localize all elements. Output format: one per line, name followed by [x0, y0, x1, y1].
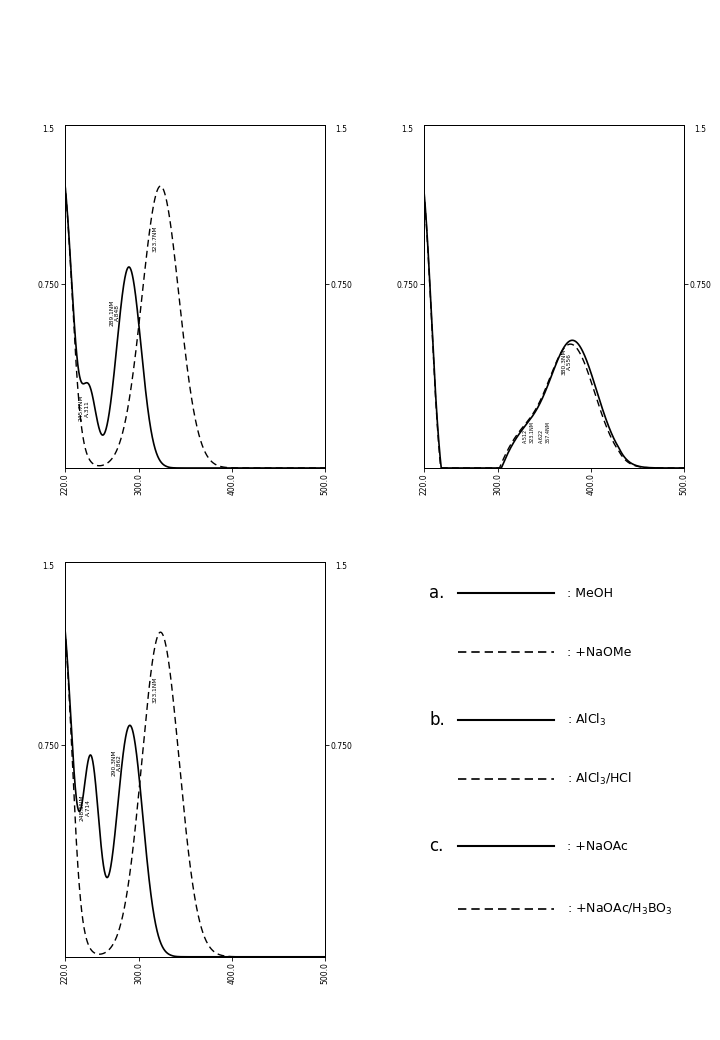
Text: : MeOH: : MeOH: [567, 587, 613, 600]
Text: 1.5: 1.5: [694, 125, 706, 134]
Text: 245.7NM
A.311: 245.7NM A.311: [79, 395, 90, 421]
Text: 1.5: 1.5: [42, 562, 55, 571]
Text: 323.7NM: 323.7NM: [153, 226, 158, 253]
Text: 1.5: 1.5: [336, 125, 347, 134]
Text: 380.3NM
A.556: 380.3NM A.556: [562, 348, 572, 374]
Text: 1.5: 1.5: [42, 125, 55, 134]
Text: : +NaOAc: : +NaOAc: [567, 839, 628, 853]
Text: c.: c.: [429, 837, 444, 855]
Text: A.512: A.512: [523, 430, 528, 443]
Text: 323.1NM: 323.1NM: [153, 676, 158, 703]
Text: : +NaOMe: : +NaOMe: [567, 646, 631, 659]
Text: : +NaOAc/H$_3$BO$_3$: : +NaOAc/H$_3$BO$_3$: [567, 902, 672, 917]
Text: 248.5NM
A.714: 248.5NM A.714: [80, 795, 91, 822]
Text: 290.3NM
A.862: 290.3NM A.862: [112, 750, 122, 776]
Text: b.: b.: [429, 710, 445, 729]
Text: 1.5: 1.5: [336, 562, 347, 571]
Text: 289.1NM
A.848: 289.1NM A.848: [109, 300, 120, 326]
Text: 357.4NM: 357.4NM: [546, 421, 551, 443]
Text: a.: a.: [429, 584, 444, 602]
Text: : AlCl$_3$/HCl: : AlCl$_3$/HCl: [567, 771, 631, 787]
Text: : AlCl$_3$: : AlCl$_3$: [567, 711, 606, 728]
Text: 1.5: 1.5: [402, 125, 413, 134]
Text: 323.1NM: 323.1NM: [529, 421, 534, 443]
Text: A.622: A.622: [539, 430, 544, 443]
